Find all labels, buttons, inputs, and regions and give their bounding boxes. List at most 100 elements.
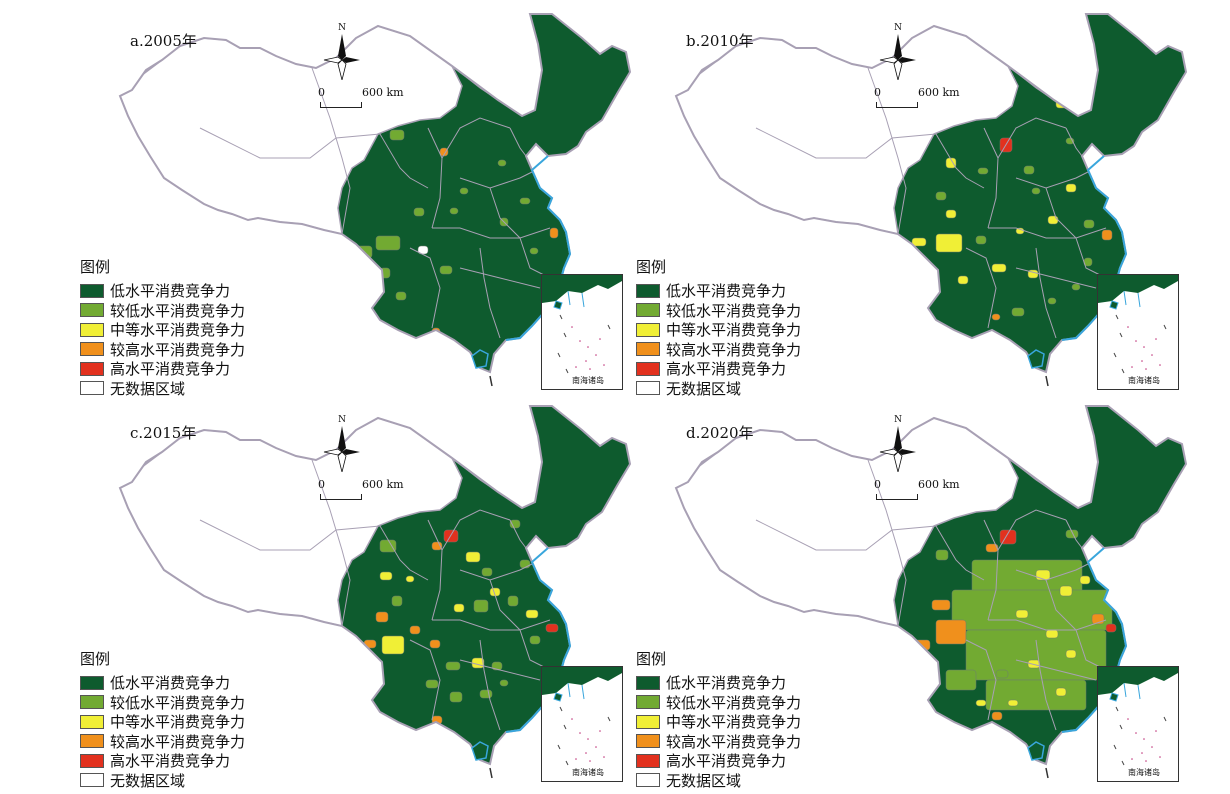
region-lower (507, 71, 531, 95)
province-border (379, 525, 429, 581)
scale-line (320, 102, 362, 108)
region-higher (985, 543, 999, 553)
legend-item: 无数据区域 (80, 771, 310, 791)
inset-label: 南海诸岛 (572, 376, 604, 385)
region-lower (413, 207, 425, 217)
legend-swatch (636, 303, 660, 318)
legend-label: 高水平消费竞争力 (666, 360, 787, 379)
legend-label: 低水平消费竞争力 (666, 282, 787, 301)
hainan-island (1027, 349, 1045, 369)
region-lower (529, 635, 541, 645)
region-medium (379, 571, 393, 581)
legend-label: 中等水平消费竞争力 (666, 713, 802, 732)
legend-item: 较高水平消费竞争力 (636, 340, 866, 360)
province-border (935, 133, 985, 189)
province-border (983, 519, 999, 621)
legend-label: 高水平消费竞争力 (110, 752, 231, 771)
region-lower (449, 691, 463, 703)
legend-item: 无数据区域 (636, 379, 866, 399)
legend-label: 较高水平消费竞争力 (666, 732, 802, 751)
region-medium (1015, 609, 1029, 619)
region-lower (1083, 219, 1095, 229)
dash-line (489, 375, 493, 387)
legend-label: 中等水平消费竞争力 (110, 713, 246, 732)
province-border (427, 519, 443, 621)
legend-item: 较高水平消费竞争力 (80, 732, 310, 752)
legend-swatch (80, 361, 104, 376)
legend-item: 较低水平消费竞争力 (80, 693, 310, 713)
region-higher (935, 619, 967, 645)
inset-label: 南海诸岛 (1128, 768, 1160, 777)
legend-label: 无数据区域 (110, 771, 186, 790)
region-medium (1079, 575, 1091, 585)
legend-swatch (636, 753, 660, 768)
inset-label: 南海诸岛 (1128, 376, 1160, 385)
province-border (459, 167, 541, 189)
region-medium (957, 275, 969, 285)
coastline (505, 155, 572, 341)
province-border (409, 247, 441, 329)
coastline (1061, 547, 1128, 733)
province-border (441, 117, 511, 159)
legend: 图例 低水平消费竞争力 较低水平消费竞争力 中等水平消费竞争力 较高水平消费竞争力 高水平… (80, 648, 310, 790)
panel-title: b.2010年 (686, 32, 754, 50)
province-border (965, 639, 997, 721)
region-lower (439, 265, 453, 275)
region-medium (495, 479, 511, 491)
province-border (509, 127, 527, 157)
province-border (1015, 267, 1097, 289)
compass-icon: N (876, 412, 920, 473)
scale-line (876, 494, 918, 500)
province-border (459, 559, 541, 581)
south-china-sea-inset: 南海诸岛 (1097, 274, 1179, 390)
scale-start-label: 0 (874, 86, 881, 99)
region-lower (975, 235, 987, 245)
legend-label: 较高水平消费竞争力 (110, 732, 246, 751)
scale-line (876, 102, 918, 108)
legend-item: 较低水平消费竞争力 (636, 693, 866, 713)
legend-swatch (636, 675, 660, 690)
region-medium (503, 457, 531, 481)
legend-item: 中等水平消费竞争力 (80, 320, 310, 340)
region-high (545, 623, 559, 633)
region-higher (409, 625, 421, 635)
compass-icon: N (320, 20, 364, 81)
coastline (1061, 155, 1128, 341)
region-lower (985, 679, 1087, 711)
province-border (311, 67, 351, 235)
province-border (755, 127, 937, 159)
scale-start-label: 0 (874, 478, 881, 491)
region-medium (975, 699, 987, 707)
legend-swatch (80, 773, 104, 788)
legend-item: 较低水平消费竞争力 (80, 301, 310, 321)
region-lower (951, 589, 1113, 631)
legend-title: 图例 (636, 650, 667, 668)
legend-label: 低水平消费竞争力 (666, 674, 787, 693)
legend-item: 高水平消费竞争力 (80, 359, 310, 379)
province-border (459, 267, 541, 289)
legend-label: 较高水平消费竞争力 (110, 340, 246, 359)
province-border (409, 639, 441, 721)
province-border (1045, 579, 1077, 631)
province-border (755, 519, 937, 551)
legend-label: 低水平消费竞争力 (110, 282, 231, 301)
region-higher (429, 639, 441, 649)
dash-line (1045, 767, 1049, 779)
legend-label: 中等水平消费竞争力 (666, 321, 802, 340)
region-lower (965, 629, 1107, 681)
region-lower (379, 539, 397, 553)
region-medium (1055, 687, 1067, 697)
province-border (379, 133, 429, 189)
region-lower (1071, 283, 1081, 291)
region-medium (329, 681, 343, 693)
panel-title: c.2015年 (130, 424, 197, 442)
province-border (1035, 247, 1057, 339)
province-border (509, 519, 527, 549)
province-border (199, 519, 381, 551)
scale-end-label: 600 km (918, 478, 960, 491)
region-medium (1051, 481, 1067, 493)
province-border (1015, 559, 1097, 581)
province-border (479, 639, 501, 731)
scale-bar: 0 600 km (310, 86, 410, 116)
china-map (118, 13, 632, 387)
